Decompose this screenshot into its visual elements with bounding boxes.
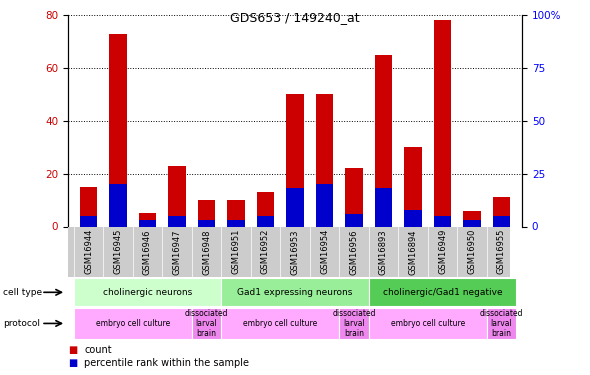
Bar [257,192,274,226]
Bar [109,184,127,226]
Text: GSM16953: GSM16953 [290,229,300,274]
Bar [80,216,97,226]
Bar [221,278,369,306]
Text: embryo cell culture: embryo cell culture [243,319,317,328]
Text: cholinergic neurons: cholinergic neurons [103,288,192,297]
Bar [221,308,339,339]
Bar [139,213,156,226]
Bar [198,200,215,226]
Bar [345,214,363,226]
Bar [168,166,186,226]
Bar [227,220,245,226]
Bar [109,33,127,226]
Bar [345,168,363,226]
Bar [316,184,333,226]
Bar [227,200,245,226]
Bar [463,211,481,226]
Text: GSM16955: GSM16955 [497,229,506,274]
Text: GSM16946: GSM16946 [143,229,152,274]
Bar [339,308,369,339]
Bar [74,308,192,339]
Bar [487,308,516,339]
Bar [192,308,221,339]
Bar [286,94,304,226]
Text: GSM16951: GSM16951 [231,229,241,274]
Text: ■: ■ [68,358,77,368]
Text: protocol: protocol [3,319,40,328]
Text: dissociated
larval
brain: dissociated larval brain [185,309,228,338]
Bar [463,220,481,226]
Bar [369,278,516,306]
Bar [139,220,156,226]
Text: GDS653 / 149240_at: GDS653 / 149240_at [230,11,360,24]
Text: embryo cell culture: embryo cell culture [391,319,465,328]
Bar [434,20,451,226]
Text: GSM16947: GSM16947 [172,229,182,274]
Text: GSM16945: GSM16945 [113,229,123,274]
Text: GSM16894: GSM16894 [408,229,418,274]
Bar [369,308,487,339]
Bar [404,210,422,226]
Text: GSM16950: GSM16950 [467,229,477,274]
Text: GSM16952: GSM16952 [261,229,270,274]
Text: GSM16948: GSM16948 [202,229,211,274]
Bar [168,216,186,226]
Text: Gad1 expressing neurons: Gad1 expressing neurons [237,288,353,297]
Bar [80,187,97,226]
Bar [434,216,451,226]
Bar [375,55,392,226]
Text: GSM16893: GSM16893 [379,229,388,274]
Text: count: count [84,345,112,355]
Text: GSM16949: GSM16949 [438,229,447,274]
Bar [198,220,215,226]
Bar [493,216,510,226]
Bar [316,94,333,226]
Bar [286,188,304,226]
Text: percentile rank within the sample: percentile rank within the sample [84,358,250,368]
Text: cell type: cell type [3,288,42,297]
Text: dissociated
larval
brain: dissociated larval brain [480,309,523,338]
Bar [74,278,221,306]
Text: GSM16944: GSM16944 [84,229,93,274]
Text: dissociated
larval
brain: dissociated larval brain [332,309,376,338]
Text: GSM16954: GSM16954 [320,229,329,274]
Text: cholinergic/Gad1 negative: cholinergic/Gad1 negative [383,288,502,297]
Bar [375,188,392,226]
Text: ■: ■ [68,345,77,355]
Bar [493,197,510,226]
Text: embryo cell culture: embryo cell culture [96,319,170,328]
Text: GSM16956: GSM16956 [349,229,359,274]
Bar [257,216,274,226]
Bar [404,147,422,226]
